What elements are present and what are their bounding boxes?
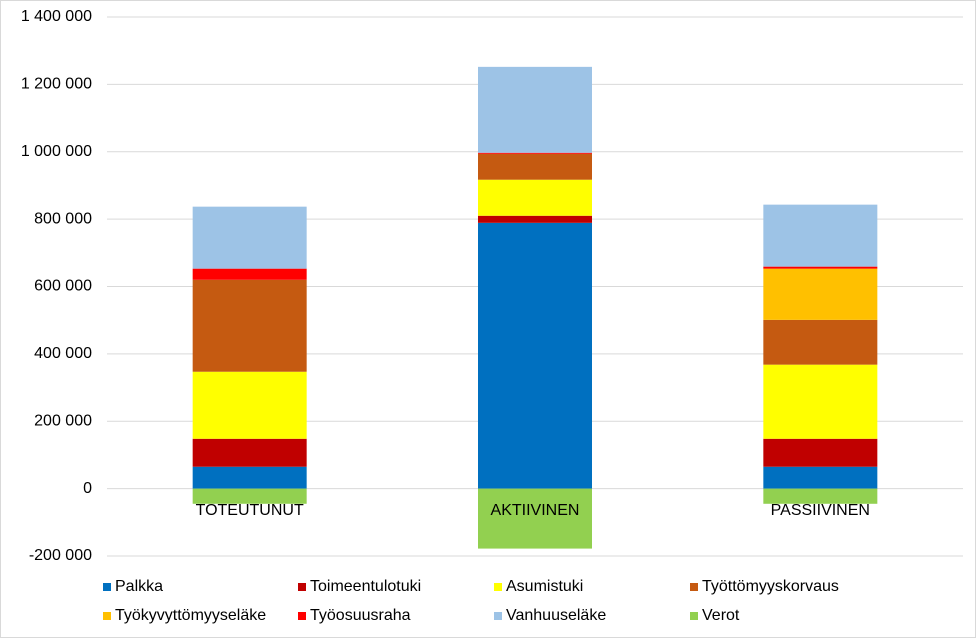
bar-segment <box>763 466 878 489</box>
legend-marker <box>103 612 111 620</box>
legend-label: Vanhuuseläke <box>506 607 606 624</box>
bar-segment <box>192 371 307 439</box>
bar-segment <box>763 488 878 504</box>
legend-label: Asumistuki <box>506 578 583 595</box>
legend-marker <box>298 612 306 620</box>
y-tick-label: 0 <box>83 480 92 497</box>
bar-segment <box>192 438 307 467</box>
bar-segment <box>763 266 878 269</box>
legend-label: Verot <box>702 607 740 624</box>
legend-marker <box>690 612 698 620</box>
legend-label: Palkka <box>115 578 163 595</box>
y-tick-label: 1 400 000 <box>21 8 92 25</box>
bar-segment <box>192 268 307 280</box>
bar-segment <box>763 204 878 267</box>
bar-segment <box>478 215 592 223</box>
legend-label: Toimeentulotuki <box>310 578 421 595</box>
bar-segment <box>478 488 592 549</box>
bar-segment <box>192 488 307 504</box>
legend-label: Työosuusraha <box>310 607 411 624</box>
y-tick-label: 400 000 <box>34 345 92 362</box>
x-tick-label: AKTIIVINEN <box>491 502 580 519</box>
x-tick-label: PASSIIVINEN <box>771 502 870 519</box>
y-tick-label: 800 000 <box>34 210 92 227</box>
y-tick-label: 1 000 000 <box>21 143 92 160</box>
bar-segment <box>763 438 878 467</box>
bar-segment <box>478 153 592 180</box>
legend-label: Työkyvyttömyyseläke <box>115 607 266 624</box>
y-tick-label: -200 000 <box>29 547 92 564</box>
legend-marker <box>103 583 111 591</box>
legend-marker <box>690 583 698 591</box>
legend-marker <box>494 583 502 591</box>
bar-segment <box>478 222 592 489</box>
bar-segment <box>478 66 592 153</box>
bar-segment <box>192 279 307 372</box>
bar-segment <box>478 179 592 216</box>
bar-segment <box>192 466 307 489</box>
bar-segment <box>763 364 878 439</box>
bar-segment <box>478 152 592 154</box>
legend-marker <box>298 583 306 591</box>
legend-marker <box>494 612 502 620</box>
legend-label: Työttömyyskorvaus <box>702 578 839 595</box>
bar-segment <box>192 206 307 269</box>
y-tick-label: 200 000 <box>34 412 92 429</box>
y-tick-label: 600 000 <box>34 278 92 295</box>
bar-segment <box>763 268 878 320</box>
bar-segment <box>763 319 878 365</box>
y-tick-label: 1 200 000 <box>21 76 92 93</box>
x-tick-label: TOTEUTUNUT <box>196 502 304 519</box>
